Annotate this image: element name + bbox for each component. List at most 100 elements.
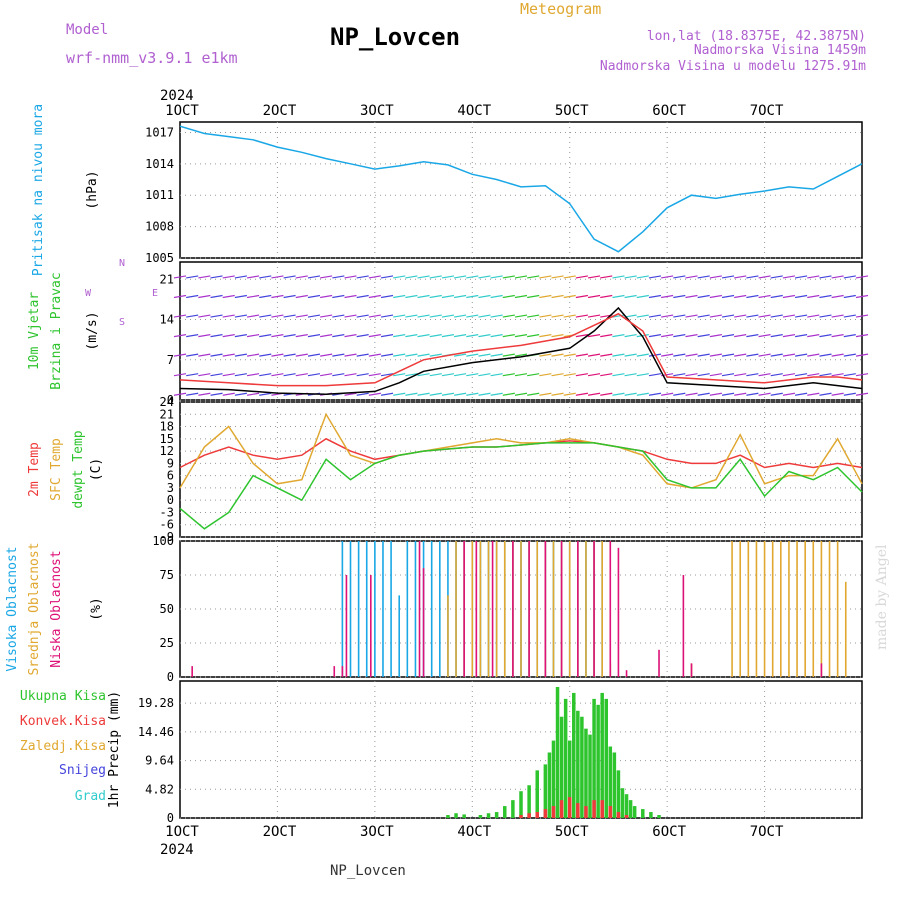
precip-total-bar: [446, 815, 450, 818]
wind-barb: [210, 275, 223, 279]
wind-barb: [295, 275, 308, 279]
wind-barb: [198, 392, 211, 396]
wind-barb: [539, 294, 552, 299]
precip-conv-bar: [567, 797, 572, 818]
wind-barb: [466, 314, 479, 318]
precip-conv-bar: [543, 809, 548, 818]
wind-barb: [173, 334, 187, 338]
wind-barb: [356, 275, 369, 279]
cloud-mid-bar: [788, 541, 790, 677]
cloud-low-bar: [475, 541, 478, 677]
wind-barb: [843, 334, 856, 338]
wind-barb: [246, 373, 260, 377]
wind-barb: [685, 314, 698, 318]
wind-barb: [770, 373, 783, 377]
wind-barb: [454, 334, 467, 338]
wind-barb: [405, 275, 418, 279]
wind-axis-label-1: 10m Vjetar: [27, 292, 42, 370]
wind-barb: [198, 314, 211, 318]
wind-barb: [380, 314, 394, 318]
cloud-mid-bar: [731, 541, 733, 677]
cloud-mid-bar: [739, 541, 742, 677]
wind-barb: [466, 373, 479, 377]
wind-barb: [259, 373, 272, 377]
cloud-mid-bar: [503, 541, 506, 677]
x-tick-label: 7OCT: [750, 103, 784, 119]
wind-barb: [490, 314, 503, 318]
wind-barb: [368, 392, 381, 396]
temp-2m-label: 2m Temp: [27, 442, 42, 497]
wind-barb: [380, 353, 394, 357]
wind-barb: [587, 275, 601, 279]
cloud-low-bar: [333, 666, 336, 677]
precip-legend-item: Grad: [75, 789, 106, 804]
wind-barb: [466, 353, 479, 357]
wind-barb: [709, 392, 722, 396]
wind-barb: [490, 294, 503, 299]
wind-barb: [234, 373, 247, 377]
cloud-mid-bar: [487, 541, 490, 677]
wind-barb: [843, 373, 856, 377]
cloud-low-bar: [491, 541, 494, 677]
y-tick-label: 15: [160, 432, 174, 446]
wind-barb: [405, 373, 418, 377]
y-tick-label: -6: [160, 518, 174, 532]
wind-barb: [624, 275, 637, 279]
cloud-low-bar: [820, 663, 823, 677]
precip-total-bar: [551, 740, 556, 818]
wind-barb: [648, 294, 662, 299]
cloud-high-label: Visoka Oblacnost: [5, 546, 20, 671]
wind-barb: [855, 353, 869, 357]
wind-barb: [612, 373, 625, 377]
wind-barb: [721, 392, 735, 396]
wind-barb: [441, 373, 455, 377]
wind-barb: [624, 294, 637, 299]
precip-legend-item: Zaledj.Kisa: [20, 739, 106, 754]
footer-title: NP_Lovcen: [330, 863, 406, 879]
wind-barb: [356, 314, 369, 318]
model-elevation-label: Nadmorska Visina u modelu 1275.91m: [600, 59, 866, 74]
wind-barb: [539, 314, 552, 318]
wind-barb: [320, 334, 333, 338]
wind-barb: [734, 392, 747, 396]
cloud-mid-bar: [601, 541, 603, 677]
wind-barb: [320, 275, 333, 279]
cloud-low-bar: [345, 575, 348, 677]
wind-barb: [429, 392, 442, 396]
wind-barb: [782, 334, 796, 338]
wind-barb: [380, 392, 394, 396]
wind-barb: [393, 275, 406, 279]
precip-total-bar: [555, 686, 560, 818]
wind-barb: [417, 314, 430, 318]
wind-barb: [551, 353, 564, 357]
wind-barb: [782, 275, 796, 279]
precip-conv-bar: [584, 806, 588, 818]
wind-barb: [502, 373, 515, 377]
wind-barb: [441, 334, 455, 338]
cloud-mid-bar: [820, 541, 823, 677]
cloud-mid-bar: [471, 541, 474, 677]
panel-precip: 0 4.82 9.64 14.46 19.28 1hr Precip (mm)Ukupna…: [20, 680, 863, 825]
x-tick-label: 2OCT: [263, 103, 297, 119]
wind-barb: [721, 314, 735, 318]
wind-barb: [527, 294, 540, 299]
wind-barb: [271, 353, 284, 357]
x-tick-label: 5OCT: [555, 103, 589, 119]
wind-barb: [234, 275, 247, 279]
precip-conv-bar: [608, 806, 613, 818]
wind-barb: [795, 314, 808, 318]
precip-total-bar: [604, 698, 608, 818]
wind-barb: [441, 314, 455, 318]
wind-barb: [222, 373, 235, 377]
wind-barb: [855, 275, 869, 279]
wind-barb: [332, 294, 345, 299]
compass-e: E: [152, 288, 158, 299]
wind-barb: [514, 353, 528, 357]
cloud-mid-bar: [763, 541, 766, 677]
panel-frame: [179, 121, 863, 259]
cloud-low-bar: [422, 568, 425, 677]
panel-wind: 0 7 14 21 10m Vjetar Brzina i Pravac (m/s) N E S W: [27, 258, 869, 407]
wind-barb: [417, 373, 430, 377]
wind-barb: [819, 275, 832, 279]
cloud-mid-bar: [568, 541, 571, 677]
